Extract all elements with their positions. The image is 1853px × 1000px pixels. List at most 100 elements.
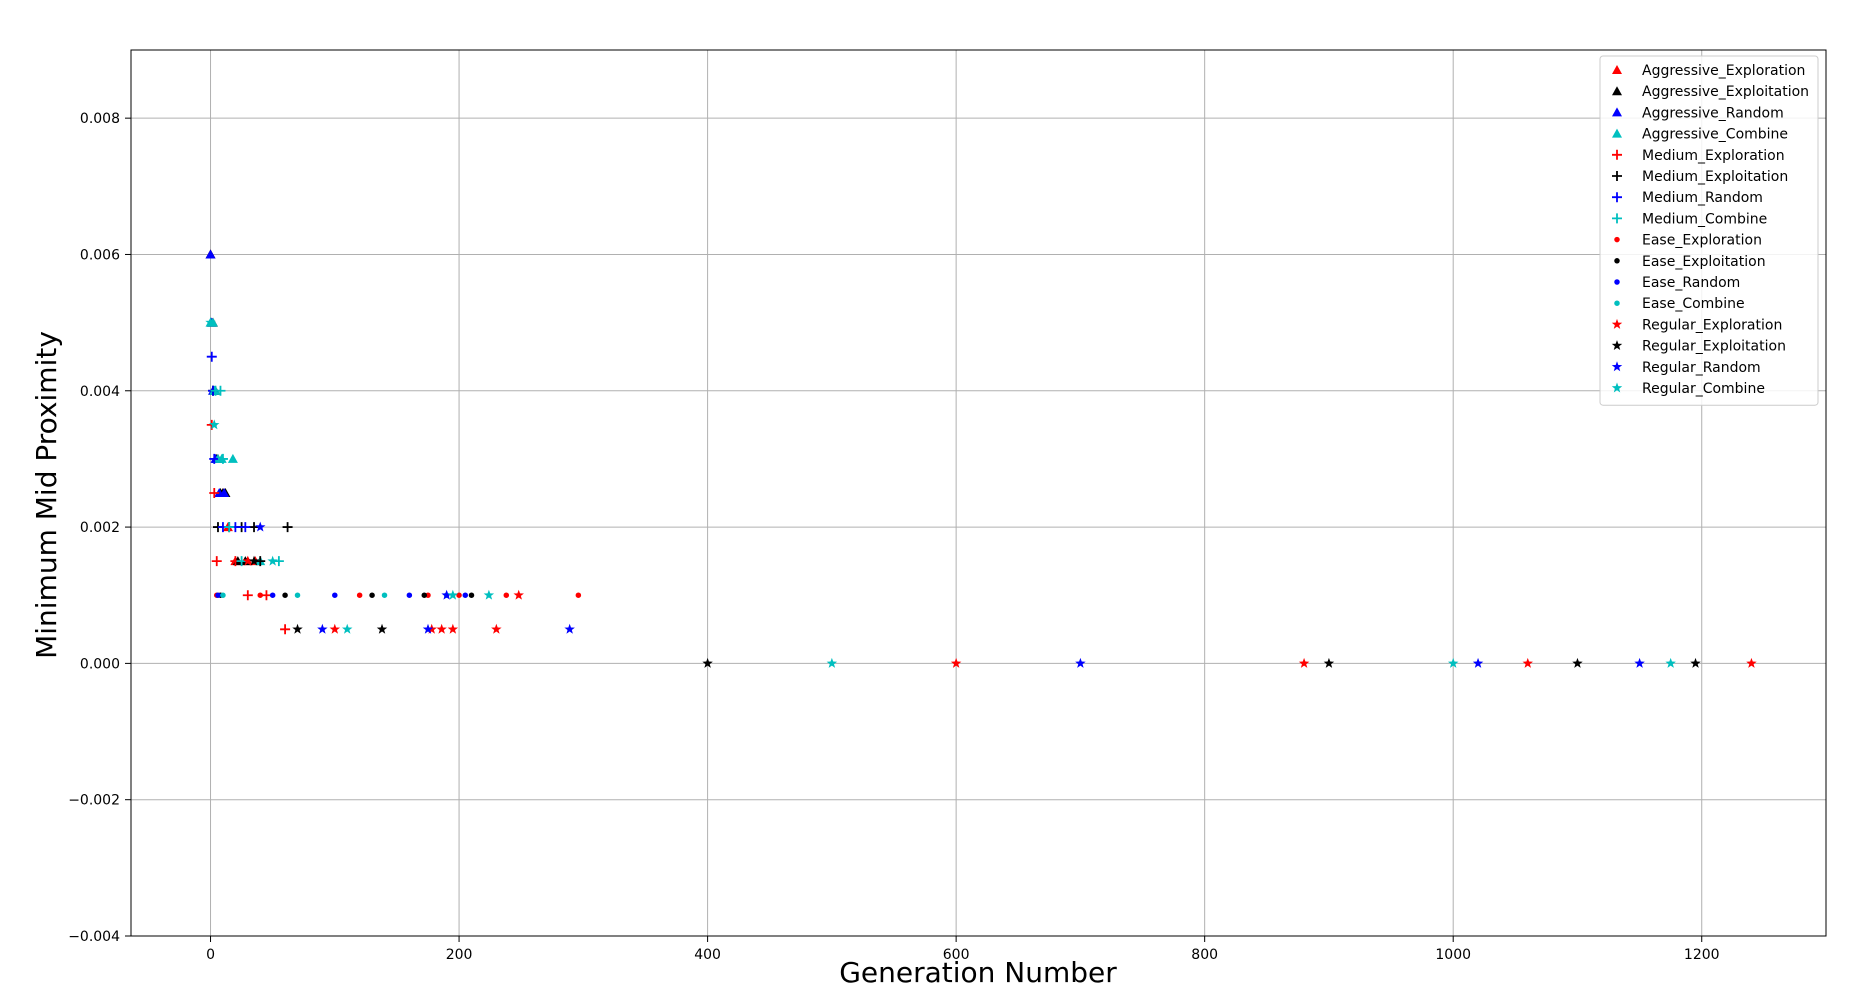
data-point <box>702 657 713 668</box>
data-point <box>356 592 363 598</box>
legend-label: Ease_Random <box>1642 275 1740 291</box>
legend-marker <box>1614 300 1620 306</box>
data-point <box>421 592 428 598</box>
y-tick-label: 0.000 <box>80 656 120 672</box>
data-point <box>1572 657 1583 668</box>
x-tick-label: 0 <box>206 947 215 963</box>
data-point <box>294 592 301 598</box>
data-point <box>826 657 838 668</box>
data-point <box>257 592 263 598</box>
data-point <box>468 592 475 598</box>
data-point <box>220 592 226 598</box>
data-point <box>447 589 459 600</box>
data-point <box>242 590 253 601</box>
data-point <box>267 555 278 566</box>
legend-label: Regular_Exploitation <box>1642 339 1786 355</box>
data-point <box>282 592 288 598</box>
legend-box <box>1599 55 1819 406</box>
data-point <box>447 623 459 634</box>
y-tick-label: 0.004 <box>80 384 120 400</box>
axes-frame <box>130 49 1827 937</box>
legend-marker <box>1611 340 1623 351</box>
data-point <box>1690 657 1701 668</box>
y-tick-label: 0.002 <box>80 520 120 536</box>
legend-marker <box>1614 236 1620 243</box>
data-point <box>1075 657 1086 668</box>
legend-marker <box>1611 382 1623 393</box>
data-point <box>205 317 216 328</box>
data-point <box>422 623 434 634</box>
x-tick-label: 600 <box>943 947 970 963</box>
y-tick-label: −0.002 <box>68 793 120 809</box>
series-regular-exploitation <box>248 555 1701 668</box>
data-point <box>205 249 216 259</box>
legend-label: Aggressive_Exploitation <box>1642 84 1809 100</box>
legend-label: Medium_Random <box>1642 190 1763 206</box>
data-point <box>217 453 228 464</box>
data-point <box>1447 657 1459 668</box>
legend-label: Aggressive_Random <box>1642 105 1784 121</box>
legend-label: Aggressive_Combine <box>1642 127 1788 143</box>
data-point <box>483 589 495 600</box>
data-point <box>329 623 341 634</box>
series-regular-combine <box>205 317 1676 668</box>
legend-label: Aggressive_Exploration <box>1642 63 1805 79</box>
legend-label: Medium_Exploration <box>1642 148 1785 164</box>
legend-label: Regular_Combine <box>1642 381 1765 397</box>
data-point <box>242 555 254 566</box>
data-point <box>503 592 510 598</box>
data-point <box>248 555 260 566</box>
legend-marker <box>1612 213 1622 224</box>
data-point <box>950 657 962 668</box>
data-point <box>211 556 222 567</box>
data-point <box>227 453 238 463</box>
data-point <box>376 623 388 634</box>
data-point <box>1522 657 1533 668</box>
x-tick-label: 200 <box>446 947 473 963</box>
data-point <box>209 419 220 430</box>
legend-marker <box>1612 171 1622 181</box>
grid-lines <box>131 50 1826 937</box>
legend-label: Ease_Exploitation <box>1642 254 1766 270</box>
data-point <box>575 592 582 598</box>
legend-label: Ease_Combine <box>1642 296 1745 312</box>
data-point <box>426 623 437 634</box>
series-regular-random <box>255 521 1645 668</box>
legend-marker <box>1612 192 1622 203</box>
legend-label: Medium_Exploitation <box>1642 169 1788 185</box>
data-point <box>1634 657 1645 668</box>
y-tick-label: 0.006 <box>80 247 120 263</box>
y-tick-label: 0.008 <box>80 111 120 127</box>
legend-label: Regular_Exploration <box>1642 317 1782 333</box>
y-tick-label: −0.004 <box>68 929 120 945</box>
data-point <box>441 589 452 600</box>
legend-marker <box>1614 258 1620 264</box>
legend-marker <box>1612 107 1622 117</box>
data-point <box>332 592 338 598</box>
data-point <box>269 592 276 598</box>
x-tick-label: 1000 <box>1435 947 1471 963</box>
legend-marker <box>1612 149 1622 160</box>
data-point <box>513 589 524 600</box>
data-point <box>240 522 251 533</box>
x-tick-label: 800 <box>1191 947 1218 963</box>
data-point <box>292 623 303 634</box>
data-point <box>282 522 293 533</box>
data-point <box>215 385 226 396</box>
data-point <box>255 521 266 532</box>
series-regular-exploration <box>242 555 1757 668</box>
x-tick-label: 1200 <box>1684 947 1720 963</box>
data-point <box>1472 657 1484 668</box>
x-tick-label: 400 <box>694 947 721 963</box>
data-point <box>564 623 575 634</box>
legend-label: Ease_Exploration <box>1642 233 1762 249</box>
data-point <box>491 623 502 634</box>
legend-marker <box>1612 128 1622 138</box>
legend-label: Medium_Combine <box>1642 211 1767 227</box>
data-points <box>205 249 1757 668</box>
y-axis-label: Minimum Mid Proximity <box>30 331 63 659</box>
legend-marker <box>1612 86 1622 96</box>
legend-marker <box>1611 361 1623 372</box>
